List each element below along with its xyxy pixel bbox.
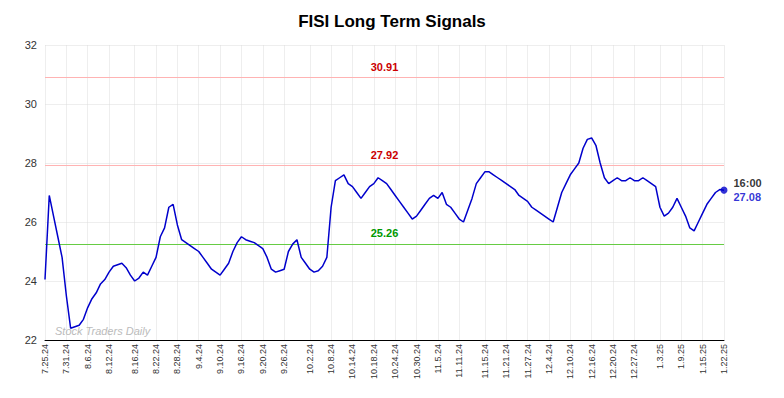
svg-text:10.24.24: 10.24.24 xyxy=(390,344,400,379)
svg-text:8.12.24: 8.12.24 xyxy=(104,344,114,374)
svg-text:10.2.24: 10.2.24 xyxy=(305,344,315,374)
svg-text:7.31.24: 7.31.24 xyxy=(61,344,71,374)
svg-text:1.3.25: 1.3.25 xyxy=(655,344,665,369)
svg-text:24: 24 xyxy=(25,275,37,287)
svg-text:11.15.24: 11.15.24 xyxy=(480,344,490,378)
svg-text:26: 26 xyxy=(25,216,37,228)
svg-text:28: 28 xyxy=(25,157,37,169)
svg-text:11.11.24: 11.11.24 xyxy=(454,344,464,378)
svg-text:12.20.24: 12.20.24 xyxy=(608,344,618,379)
svg-text:10.18.24: 10.18.24 xyxy=(369,344,379,379)
svg-text:27.08: 27.08 xyxy=(734,191,762,203)
svg-text:11.27.24: 11.27.24 xyxy=(523,344,533,378)
svg-text:7.25.24: 7.25.24 xyxy=(40,344,50,374)
svg-text:32: 32 xyxy=(25,39,37,51)
svg-text:27.92: 27.92 xyxy=(371,149,399,161)
svg-text:9.16.24: 9.16.24 xyxy=(236,344,246,374)
svg-text:30.91: 30.91 xyxy=(371,61,399,73)
svg-text:1.9.25: 1.9.25 xyxy=(676,344,686,369)
svg-text:11.5.24: 11.5.24 xyxy=(433,344,443,373)
svg-text:12.27.24: 12.27.24 xyxy=(629,344,639,379)
svg-text:8.28.24: 8.28.24 xyxy=(172,344,182,374)
svg-text:1.15.25: 1.15.25 xyxy=(698,344,708,374)
svg-text:9.26.24: 9.26.24 xyxy=(279,344,289,374)
svg-text:16:00: 16:00 xyxy=(734,177,762,189)
svg-text:10.30.24: 10.30.24 xyxy=(412,344,422,379)
svg-text:12.16.24: 12.16.24 xyxy=(587,344,597,379)
svg-text:8.6.24: 8.6.24 xyxy=(83,344,93,369)
svg-text:FISI Long Term Signals: FISI Long Term Signals xyxy=(298,12,486,31)
svg-text:10.8.24: 10.8.24 xyxy=(326,344,336,374)
svg-text:11.21.24: 11.21.24 xyxy=(501,344,511,378)
svg-text:9.4.24: 9.4.24 xyxy=(194,344,204,369)
svg-text:22: 22 xyxy=(25,334,37,346)
svg-text:8.16.24: 8.16.24 xyxy=(130,344,140,374)
svg-text:25.26: 25.26 xyxy=(371,227,399,239)
svg-text:10.14.24: 10.14.24 xyxy=(347,344,357,379)
svg-text:30: 30 xyxy=(25,98,37,110)
svg-text:12.4.24: 12.4.24 xyxy=(544,344,554,374)
svg-text:9.10.24: 9.10.24 xyxy=(215,344,225,374)
svg-text:12.10.24: 12.10.24 xyxy=(565,344,575,379)
svg-text:1.22.25: 1.22.25 xyxy=(719,344,729,374)
svg-text:9.20.24: 9.20.24 xyxy=(258,344,268,374)
svg-text:Stock Traders Daily: Stock Traders Daily xyxy=(55,325,152,337)
svg-text:8.22.24: 8.22.24 xyxy=(151,344,161,374)
